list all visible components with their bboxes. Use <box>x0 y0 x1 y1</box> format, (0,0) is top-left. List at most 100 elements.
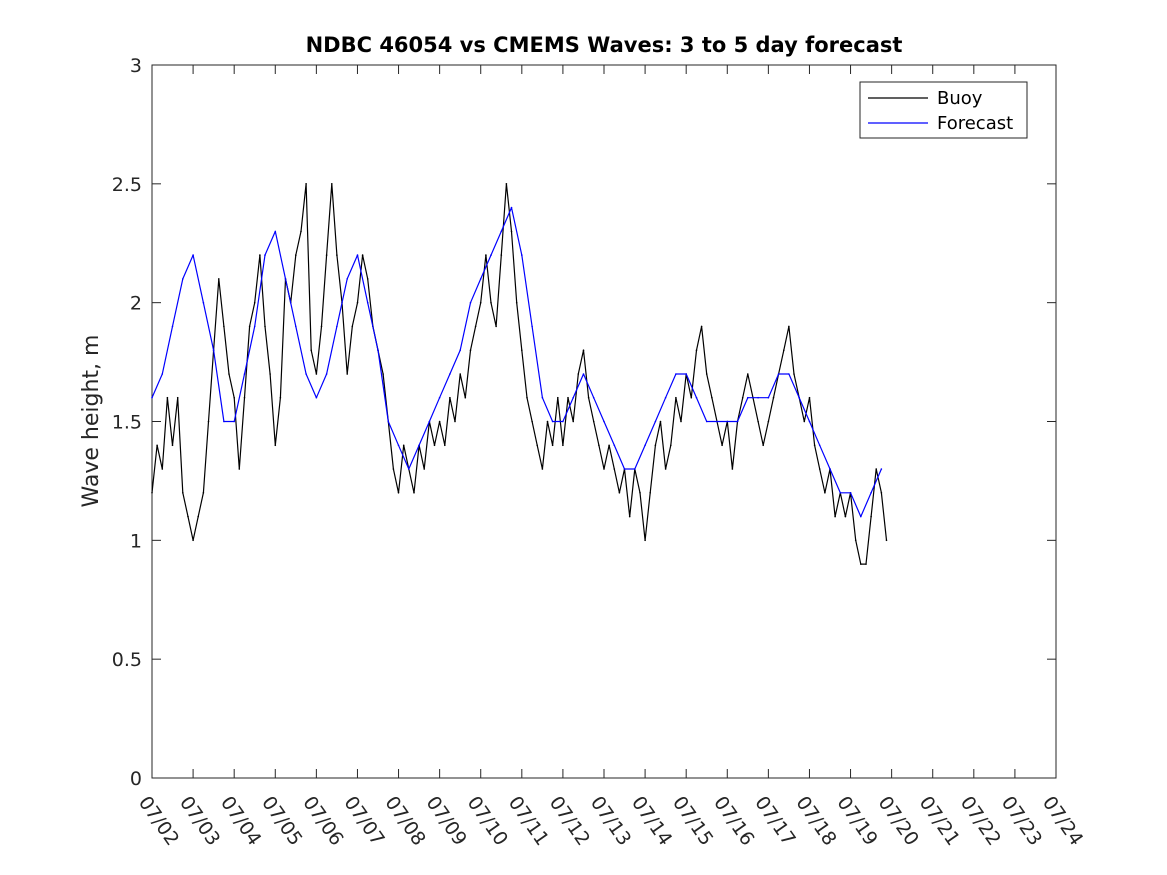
data-point-buoy <box>731 468 734 470</box>
data-point-buoy <box>192 539 194 542</box>
data-point-buoy <box>587 396 590 399</box>
data-point-forecast <box>253 325 256 328</box>
data-point-buoy <box>279 396 282 399</box>
data-point-buoy <box>592 420 595 423</box>
data-point-buoy <box>469 349 472 352</box>
data-point-buoy <box>176 396 179 399</box>
data-point-buoy <box>808 396 811 399</box>
data-point-forecast <box>654 420 657 423</box>
data-point-buoy <box>747 373 749 375</box>
data-point-buoy <box>171 444 174 447</box>
data-point-buoy <box>218 278 220 280</box>
data-point-forecast <box>356 254 359 256</box>
data-point-buoy <box>521 349 523 352</box>
data-point-forecast <box>274 230 277 233</box>
data-point-forecast <box>808 420 811 423</box>
data-point-buoy <box>479 301 482 304</box>
data-point-forecast <box>295 325 297 328</box>
data-point-buoy <box>325 254 328 256</box>
data-point-forecast <box>223 420 225 423</box>
data-point-forecast <box>644 444 646 447</box>
data-point-buoy <box>253 301 256 304</box>
series-line-buoy <box>151 183 888 565</box>
data-point-forecast <box>562 420 564 423</box>
data-point-buoy <box>557 396 559 399</box>
data-point-buoy <box>608 444 610 447</box>
data-point-buoy <box>741 396 744 399</box>
y-tick-label: 0.5 <box>112 649 142 671</box>
data-point-buoy <box>834 515 836 518</box>
data-point-forecast <box>377 349 379 352</box>
data-point-buoy <box>783 349 785 352</box>
data-point-buoy <box>577 373 580 375</box>
data-point-buoy <box>567 396 569 399</box>
data-point-buoy <box>500 254 503 256</box>
y-tick-label: 3 <box>130 55 142 77</box>
data-point-buoy <box>705 373 708 375</box>
y-axis-label: Wave height, m <box>79 335 104 508</box>
data-point-buoy <box>695 349 698 352</box>
data-point-buoy <box>875 468 877 470</box>
data-point-forecast <box>757 396 759 399</box>
chart-title: NDBC 46054 vs CMEMS Waves: 3 to 5 day fo… <box>306 33 903 57</box>
data-point-buoy <box>505 183 508 185</box>
data-point-forecast <box>284 278 287 280</box>
data-point-buoy <box>161 468 164 470</box>
data-point-forecast <box>582 373 585 375</box>
data-point-buoy <box>182 492 184 494</box>
data-point-forecast <box>490 254 492 256</box>
y-tick-label: 1 <box>130 530 142 552</box>
data-point-buoy <box>598 444 600 447</box>
data-point-buoy <box>860 563 862 565</box>
y-axis-ticks: 0 0.5 1 1.5 2 2.5 3 <box>112 55 1056 790</box>
data-point-buoy <box>531 420 533 423</box>
data-point-buoy <box>361 254 364 256</box>
data-point-buoy <box>772 396 775 399</box>
data-point-forecast <box>459 349 462 352</box>
data-point-buoy <box>382 373 384 375</box>
data-point-forecast <box>264 254 266 256</box>
data-point-forecast <box>623 468 626 470</box>
data-point-forecast <box>161 373 164 375</box>
data-point-buoy <box>223 325 225 328</box>
data-point-buoy <box>670 444 672 447</box>
y-tick-label: 2 <box>130 293 142 315</box>
data-point-buoy <box>546 420 549 423</box>
data-point-buoy <box>207 420 210 423</box>
data-point-buoy <box>490 301 492 304</box>
series-line-forecast <box>151 207 882 518</box>
data-point-forecast <box>818 444 821 447</box>
data-point-forecast <box>387 420 390 423</box>
data-point-buoy <box>351 325 354 328</box>
data-point-buoy <box>228 373 230 375</box>
data-point-forecast <box>449 373 451 375</box>
data-point-buoy <box>402 444 405 447</box>
data-point-buoy <box>813 444 816 447</box>
series-layer <box>151 183 888 565</box>
data-point-buoy <box>166 396 169 399</box>
data-point-forecast <box>469 301 472 304</box>
data-point-buoy <box>844 515 847 518</box>
data-point-forecast <box>202 301 205 304</box>
data-point-buoy <box>613 468 616 470</box>
data-point-buoy <box>315 373 318 375</box>
data-point-buoy <box>551 444 554 447</box>
data-point-forecast <box>325 373 328 375</box>
data-point-forecast <box>315 396 318 399</box>
data-point-forecast <box>860 515 862 518</box>
data-point-buoy <box>515 301 518 304</box>
data-point-buoy <box>464 396 467 399</box>
data-point-forecast <box>346 278 349 280</box>
data-point-buoy <box>151 492 153 494</box>
data-point-forecast <box>397 444 400 447</box>
data-point-forecast <box>531 325 533 328</box>
data-point-buoy <box>880 492 883 494</box>
data-point-forecast <box>233 420 235 423</box>
data-point-forecast <box>541 396 544 399</box>
data-point-buoy <box>572 420 574 423</box>
data-point-forecast <box>336 325 338 328</box>
data-point-buoy <box>582 349 585 352</box>
data-point-buoy <box>310 349 313 352</box>
data-point-buoy <box>675 396 677 399</box>
data-point-buoy <box>295 254 297 256</box>
